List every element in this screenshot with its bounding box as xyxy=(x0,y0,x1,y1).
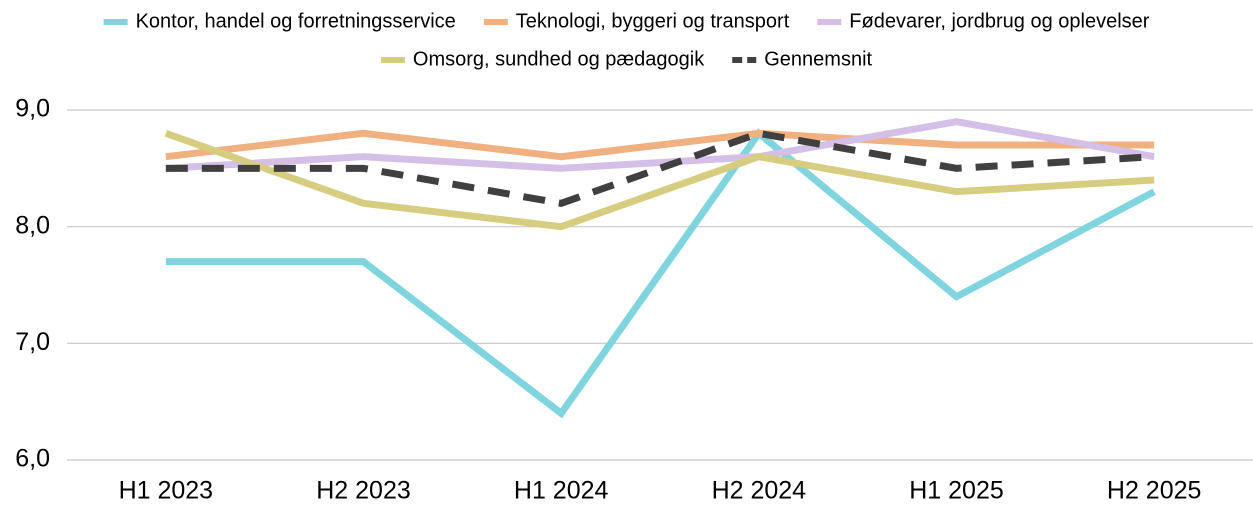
x-tick-label: H2 2024 xyxy=(712,477,807,505)
x-tick-label: H1 2025 xyxy=(909,477,1004,505)
x-tick-label: H2 2025 xyxy=(1107,477,1202,505)
legend-item: Kontor, handel og forretningsservice xyxy=(103,10,456,32)
x-tick-label: H1 2023 xyxy=(119,477,214,505)
y-tick-label: 6,0 xyxy=(15,445,50,473)
y-tick-label: 9,0 xyxy=(15,95,50,123)
legend-label: Kontor, handel og forretningsservice xyxy=(136,10,456,32)
legend-item: Teknologi, byggeri og transport xyxy=(483,10,790,32)
y-tick-label: 8,0 xyxy=(15,211,50,239)
legend-label: Teknologi, byggeri og transport xyxy=(516,10,790,32)
legend-item: Gennemsnit xyxy=(732,48,873,70)
series-line xyxy=(164,130,1155,231)
series-line xyxy=(165,129,1155,207)
legend-item: Fødevarer, jordbrug og oplevelser xyxy=(817,10,1150,32)
legend-label: Omsorg, sundhed og pædagogik xyxy=(413,48,705,70)
legend-label: Fødevarer, jordbrug og oplevelser xyxy=(849,10,1149,32)
legend-label: Gennemsnit xyxy=(764,48,872,70)
legend-item: Omsorg, sundhed og pædagogik xyxy=(380,48,705,70)
y-tick-label: 7,0 xyxy=(15,328,50,356)
x-tick-label: H1 2024 xyxy=(514,477,609,505)
x-tick-label: H2 2023 xyxy=(316,477,411,505)
series-line xyxy=(165,129,1155,161)
series-line xyxy=(165,128,1156,419)
series-line xyxy=(165,118,1155,172)
